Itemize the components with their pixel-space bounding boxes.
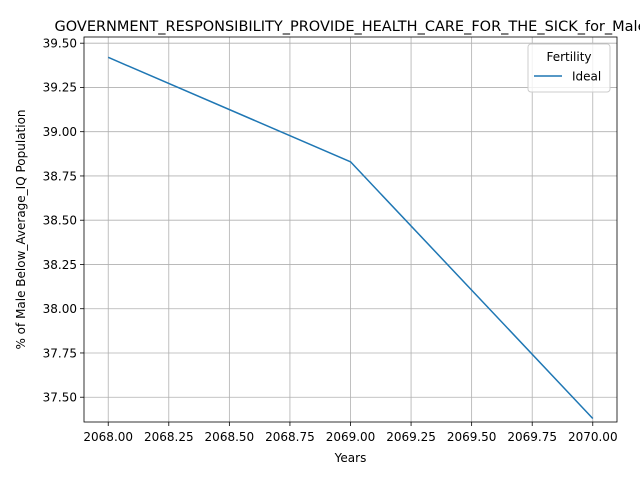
- legend-entry-ideal: Ideal: [572, 70, 601, 84]
- y-tick-label: 39.50: [43, 36, 77, 50]
- y-tick-label: 39.25: [43, 81, 77, 95]
- legend-title: Fertility: [546, 50, 591, 64]
- y-tick-label: 38.50: [43, 214, 77, 228]
- x-tick-label: 2069.75: [507, 430, 557, 444]
- x-tick-label: 2069.50: [447, 430, 497, 444]
- x-axis-label: Years: [334, 451, 367, 465]
- chart-title: GOVERNMENT_RESPONSIBILITY_PROVIDE_HEALTH…: [55, 19, 640, 35]
- series-line-ideal: [107, 56, 594, 419]
- y-tick-label: 37.50: [43, 391, 77, 405]
- y-axis-ticks: 37.50 37.75 38.00 38.25 38.50 38.75 39.00 39.25…: [43, 36, 84, 405]
- x-axis-ticks: 2068.00 2068.25 2068.50 2068.75 2069.00 2069.…: [83, 422, 618, 444]
- legend-box: [527, 43, 611, 93]
- y-tick-label: 38.75: [43, 169, 77, 183]
- x-tick-label: 2068.00: [83, 430, 133, 444]
- y-axis-label: % of Male Below_Average_IQ Population: [14, 109, 28, 349]
- y-tick-label: 39.00: [43, 125, 77, 139]
- x-tick-label: 2068.25: [144, 430, 194, 444]
- y-tick-label: 38.00: [43, 302, 77, 316]
- x-tick-label: 2068.50: [205, 430, 255, 444]
- grid: [84, 37, 617, 422]
- legend: Fertility Ideal: [527, 43, 611, 93]
- x-tick-label: 2068.75: [265, 430, 315, 444]
- series-lines: [107, 56, 594, 419]
- x-tick-label: 2069.25: [386, 430, 436, 444]
- x-tick-label: 2069.00: [326, 430, 376, 444]
- y-tick-label: 38.25: [43, 258, 77, 272]
- x-tick-label: 2070.00: [568, 430, 618, 444]
- y-tick-label: 37.75: [43, 346, 77, 360]
